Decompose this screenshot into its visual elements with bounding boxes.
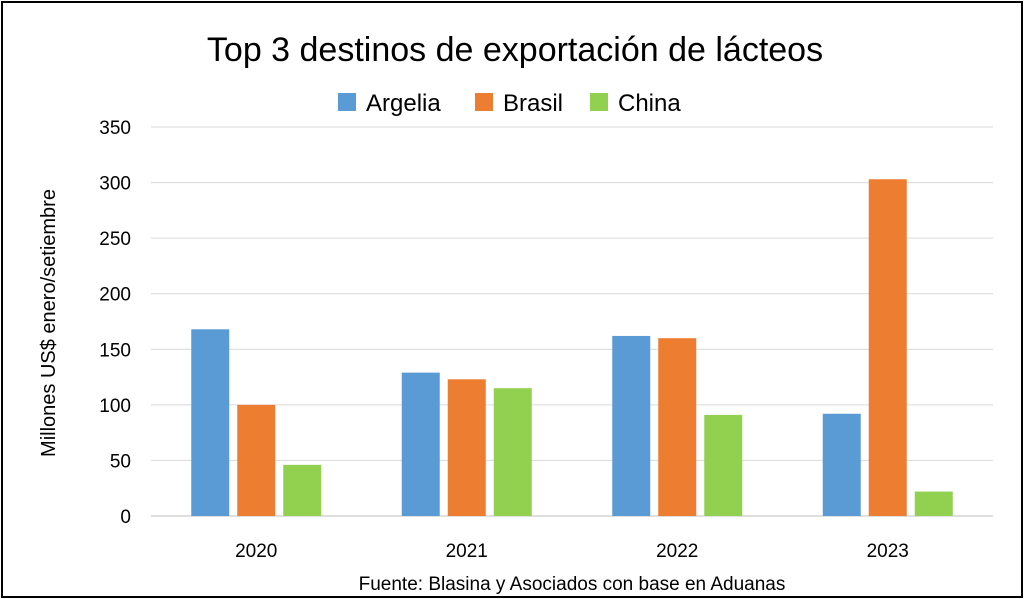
y-axis-ticks: 0 50 100 150 200 250 300 350 [99, 118, 131, 528]
legend-swatch-china [590, 93, 608, 111]
x-axis-ticks: 2020 2021 2022 2023 [235, 541, 909, 562]
legend-swatch-argelia [338, 93, 356, 111]
chart-svg: Top 3 destinos de exportación de lácteos… [38, 31, 993, 595]
y-tick-label: 100 [99, 396, 131, 417]
bar-china-2022 [704, 414, 743, 516]
y-tick-label: 50 [110, 451, 131, 472]
x-tick-label: 2021 [446, 541, 488, 562]
y-axis-label: Millones US$ enero/setiembre [38, 189, 60, 457]
y-tick-label: 300 [99, 174, 131, 195]
x-tick-label: 2020 [235, 541, 277, 562]
legend-label-china: China [618, 90, 681, 117]
x-tick-label: 2022 [656, 541, 698, 562]
bars [191, 179, 953, 517]
legend: Argelia Brasil China [338, 90, 681, 117]
legend-label-argelia: Argelia [366, 90, 441, 117]
bar-china-2020 [283, 464, 322, 516]
y-tick-label: 150 [99, 340, 131, 361]
bar-brasil-2023 [868, 179, 907, 517]
bar-brasil-2020 [237, 404, 276, 516]
bar-china-2021 [493, 388, 532, 516]
bar-argelia-2020 [191, 329, 230, 516]
x-tick-label: 2023 [867, 541, 909, 562]
bar-argelia-2021 [401, 372, 440, 516]
bar-brasil-2022 [658, 338, 697, 516]
bar-argelia-2022 [612, 335, 651, 516]
legend-swatch-brasil [475, 93, 493, 111]
gridlines [151, 126, 993, 517]
legend-label-brasil: Brasil [503, 90, 563, 117]
y-tick-label: 350 [99, 118, 131, 139]
chart-title: Top 3 destinos de exportación de lácteos [207, 31, 823, 69]
bar-argelia-2023 [822, 413, 861, 516]
bar-brasil-2021 [447, 379, 486, 516]
source-note: Fuente: Blasina y Asociados con base en … [359, 574, 786, 595]
y-tick-label: 0 [120, 507, 131, 528]
y-tick-label: 200 [99, 285, 131, 306]
y-tick-label: 250 [99, 229, 131, 250]
bar-china-2023 [914, 491, 953, 516]
